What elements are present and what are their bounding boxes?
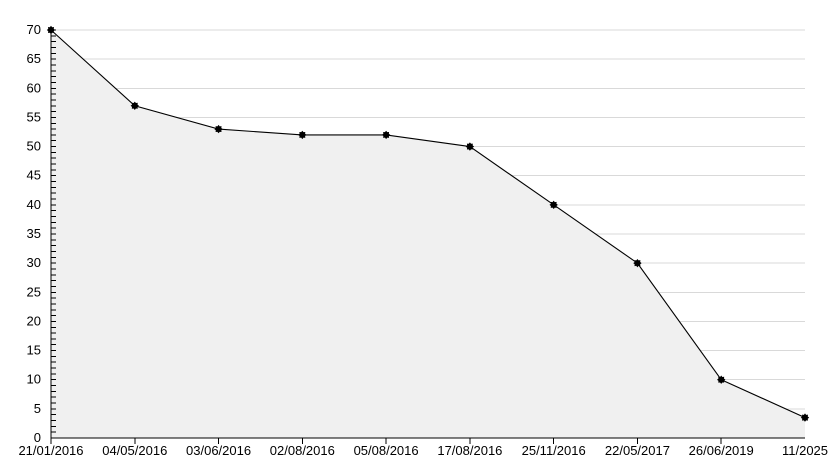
svg-text:5: 5	[34, 401, 41, 416]
svg-text:55: 55	[27, 109, 41, 124]
svg-text:04/05/2016: 04/05/2016	[102, 443, 167, 458]
svg-text:11/2025: 11/2025	[782, 443, 828, 458]
svg-text:26/06/2019: 26/06/2019	[689, 443, 754, 458]
svg-text:25: 25	[27, 284, 41, 299]
svg-text:70: 70	[27, 22, 41, 37]
svg-text:25/11/2016: 25/11/2016	[522, 443, 586, 458]
svg-text:15: 15	[27, 343, 41, 358]
svg-text:02/08/2016: 02/08/2016	[270, 443, 335, 458]
svg-text:20: 20	[27, 313, 41, 328]
svg-text:40: 40	[27, 197, 41, 212]
svg-text:30: 30	[27, 255, 41, 270]
svg-text:22/05/2017: 22/05/2017	[605, 443, 670, 458]
svg-text:60: 60	[27, 80, 41, 95]
svg-text:45: 45	[27, 168, 41, 183]
svg-text:03/06/2016: 03/06/2016	[186, 443, 251, 458]
svg-text:17/08/2016: 17/08/2016	[437, 443, 502, 458]
svg-text:65: 65	[27, 51, 41, 66]
svg-text:50: 50	[27, 139, 41, 154]
svg-text:10: 10	[27, 372, 41, 387]
svg-text:35: 35	[27, 226, 41, 241]
svg-text:21/01/2016: 21/01/2016	[18, 443, 83, 458]
svg-text:05/08/2016: 05/08/2016	[354, 443, 419, 458]
